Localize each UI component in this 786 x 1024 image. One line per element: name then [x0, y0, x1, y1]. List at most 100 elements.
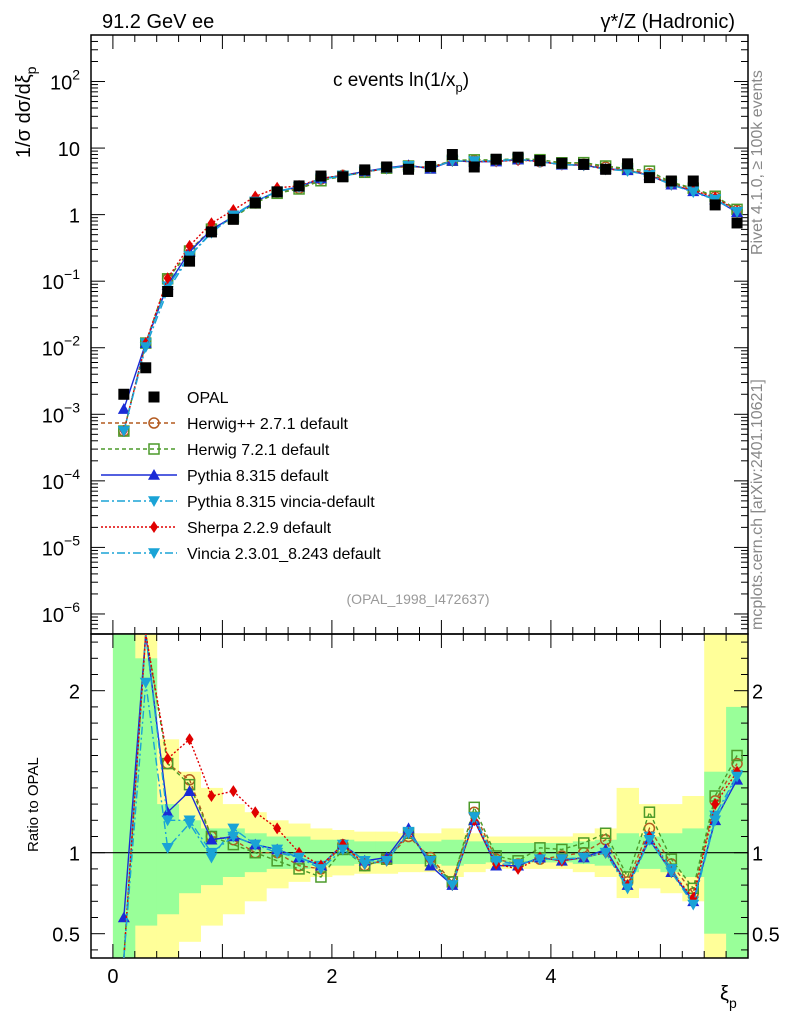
y-tick-label-exp: −5 — [64, 532, 80, 548]
legend-marker — [148, 391, 160, 403]
ratio-point — [446, 880, 459, 892]
y-tick-label-exp: 2 — [72, 67, 80, 83]
y-tick-label-base: 1 — [69, 206, 80, 228]
ratio-point — [229, 785, 238, 798]
plot-title-close: ) — [463, 70, 469, 91]
ratio-plot-panel: 2 2 1 1 0.5 0.5 — [52, 633, 780, 959]
y-axis-label-top: 1/σ dσ/dξp — [13, 66, 39, 158]
ratio-y-tick-label-left: 1 — [69, 844, 80, 866]
ratio-point — [293, 852, 306, 864]
data-point — [271, 186, 283, 198]
ratio-y-tick-label-right: 1 — [752, 844, 763, 866]
ratio-point — [490, 856, 503, 867]
ratio-point — [183, 818, 196, 830]
ratio-point — [731, 771, 744, 783]
ratio-point — [731, 749, 743, 762]
data-point — [381, 161, 393, 173]
x-axis-label: ξp — [720, 983, 737, 1011]
ratio-point — [599, 827, 612, 840]
data-point — [731, 217, 743, 229]
y-tick-label: 10−3 — [42, 399, 80, 427]
data-point — [468, 161, 480, 173]
ratio-point — [643, 806, 656, 818]
plot-title: c events ln(1/xp) — [333, 70, 469, 95]
data-point — [205, 226, 217, 238]
x-axis-label-sub: p — [729, 995, 737, 1011]
data-point — [600, 163, 612, 175]
ratio-point — [161, 806, 174, 817]
band-green — [156, 804, 180, 915]
legend-marker — [148, 548, 160, 559]
ratio-point — [273, 822, 282, 835]
ratio-point — [599, 847, 612, 859]
y-tick-label-base: 10 — [42, 472, 64, 494]
data-point — [512, 151, 524, 163]
y-tick-label-exp: −2 — [64, 333, 80, 349]
y-tick-label-base: 10 — [42, 339, 64, 361]
ratio-y-tick-label-left: 0.5 — [52, 925, 80, 947]
ratio-series-line — [123, 634, 738, 958]
legend-label: Pythia 8.315 default — [187, 468, 329, 485]
ratio-series — [117, 634, 744, 958]
series-point — [207, 217, 216, 230]
x-tick-label: 0 — [107, 966, 118, 988]
data-point — [687, 175, 699, 187]
ratio-y-tick-label-right: 0.5 — [752, 925, 780, 947]
legend-item: OPAL — [148, 390, 229, 407]
ratio-point — [205, 833, 218, 845]
ratio-point — [578, 837, 590, 849]
data-point — [337, 171, 349, 183]
plot-title-main: c events ln(1/x — [333, 70, 456, 91]
ratio-point — [293, 863, 305, 875]
legend-marker — [148, 469, 160, 480]
ratio-y-tick-label-right: 2 — [752, 682, 763, 704]
legend-label: OPAL — [187, 390, 229, 407]
data-point — [140, 362, 152, 374]
ratio-point — [183, 785, 196, 796]
ratio-point — [161, 843, 174, 854]
ratio-point — [207, 790, 216, 802]
data-point — [424, 160, 436, 172]
data-point — [643, 172, 655, 184]
y-tick-label: 10−6 — [42, 599, 80, 627]
y-axis-label-ratio: Ratio to OPAL — [25, 757, 42, 852]
series-point — [731, 207, 744, 218]
legend-marker — [148, 496, 160, 507]
main-frame — [90, 34, 749, 635]
y-tick-label: 10−2 — [42, 333, 80, 361]
y-tick-label: 10 — [58, 139, 80, 161]
legend-marker — [148, 443, 160, 455]
series-point — [117, 403, 130, 414]
y-tick-label: 102 — [50, 67, 80, 95]
ratio-point — [512, 859, 525, 871]
ratio-point — [336, 844, 349, 856]
series-point — [185, 239, 194, 252]
band-green — [134, 658, 158, 926]
legend-marker — [148, 417, 160, 429]
analysis-id: (OPAL_1998_I472637) — [347, 591, 490, 607]
y-tick-label-exp: −1 — [64, 266, 80, 282]
y-tick-label-base: 10 — [42, 405, 64, 427]
legend-marker — [150, 521, 158, 533]
ratio-point — [711, 798, 720, 811]
data-point — [403, 163, 415, 175]
ratio-point — [687, 899, 700, 911]
legend-item: Herwig++ 2.7.1 default — [101, 416, 349, 433]
legend-label: Sherpa 2.2.9 default — [187, 520, 332, 537]
side-text-rivet: Rivet 4.1.0, ≥ 100k events — [749, 70, 766, 255]
data-point — [665, 175, 677, 187]
series-line — [123, 158, 738, 410]
ratio-series-5 — [123, 677, 744, 958]
legend-item: Pythia 8.315 default — [101, 468, 329, 485]
y-axis-label-top-main: 1/σ dσ/dξ — [13, 74, 35, 158]
plot-title-sub: p — [456, 80, 463, 95]
header-left: 91.2 GeV ee — [102, 11, 214, 33]
ratio-point — [249, 839, 262, 851]
data-points — [118, 149, 743, 400]
legend-item: Pythia 8.315 vincia-default — [101, 494, 375, 511]
ratio-point — [163, 752, 172, 765]
y-tick-label-exp: −3 — [64, 399, 80, 415]
legend-label: Herwig++ 2.7.1 default — [187, 416, 349, 433]
y-tick-label-base: 10 — [50, 73, 72, 95]
series-point — [117, 426, 130, 438]
